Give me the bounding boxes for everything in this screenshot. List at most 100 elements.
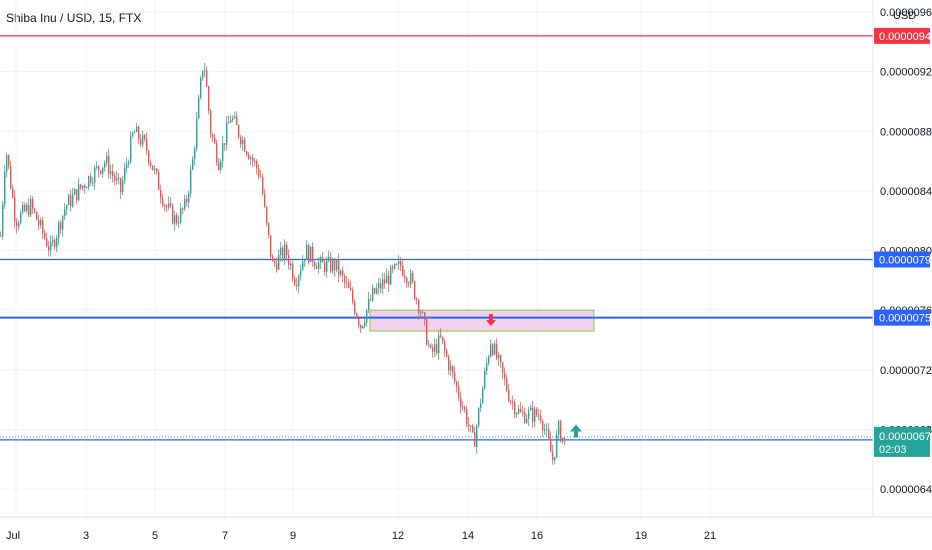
- candle-body: [134, 132, 136, 134]
- candle-body: [212, 134, 214, 138]
- candle-body: [392, 266, 394, 269]
- candle-body: [48, 246, 50, 251]
- candle-body: [288, 255, 290, 266]
- candle-body: [52, 240, 54, 243]
- candle-body: [486, 363, 488, 372]
- candle-body: [358, 317, 360, 326]
- candle-body: [196, 118, 198, 149]
- candle-body: [168, 203, 170, 208]
- candle-body: [526, 418, 528, 423]
- candle-body: [276, 263, 278, 270]
- candle-body: [216, 143, 218, 163]
- candle-body: [272, 256, 274, 262]
- candle-body: [548, 429, 550, 439]
- candle-body: [228, 122, 230, 124]
- time-axis[interactable]: Jul 3 5 7 9 12 14 16 19 21: [6, 530, 716, 542]
- candle-body: [38, 220, 40, 226]
- candle-body: [316, 266, 318, 269]
- candle-body: [28, 204, 30, 216]
- y-tick-label: 0.00000640: [880, 484, 932, 496]
- candle-body: [348, 282, 350, 288]
- candle-body: [122, 180, 124, 192]
- candle-body: [138, 126, 140, 140]
- candle-body: [318, 262, 320, 269]
- candle-body: [394, 263, 396, 269]
- candle-body: [488, 356, 490, 364]
- candle-body: [550, 438, 552, 452]
- candle-body: [490, 344, 492, 357]
- candle-body: [150, 162, 152, 166]
- candle-body: [6, 155, 8, 172]
- candle-body: [114, 175, 116, 181]
- candle-body: [152, 165, 154, 171]
- candle-body: [8, 155, 10, 166]
- candle-body: [116, 177, 118, 181]
- candle-body: [240, 136, 242, 145]
- candle-body: [20, 212, 22, 224]
- price-tags: 0.000009440.000007940.000007550.00000673…: [874, 27, 932, 457]
- candle-body: [374, 287, 376, 294]
- candle-body: [474, 432, 476, 447]
- candle-body: [220, 161, 222, 170]
- horizontal-lines[interactable]: [0, 35, 873, 441]
- last-price-bg: [874, 426, 930, 457]
- candle-body: [332, 260, 334, 272]
- candle-body: [214, 137, 216, 144]
- candle-body: [314, 262, 316, 267]
- candle-body: [338, 259, 340, 275]
- candle-body: [516, 413, 518, 415]
- chart-title: Shiba Inu / USD, 15, FTX: [6, 11, 142, 25]
- candle-body: [92, 182, 94, 184]
- candle-body: [82, 185, 84, 189]
- candle-body: [460, 397, 462, 407]
- candle-body: [46, 238, 48, 247]
- candle-body: [478, 407, 480, 426]
- candle-body: [22, 205, 24, 213]
- candle-body: [26, 204, 28, 211]
- candle-body: [176, 215, 178, 224]
- candle-body: [370, 299, 372, 301]
- candle-body: [514, 402, 516, 415]
- candle-body: [350, 287, 352, 291]
- candle-body: [326, 260, 328, 273]
- candle-body: [248, 154, 250, 160]
- arrow-up-icon: [570, 424, 582, 438]
- candle-body: [520, 408, 522, 412]
- candle-body: [268, 223, 270, 236]
- candle-body: [294, 278, 296, 285]
- candle-body: [442, 336, 444, 342]
- candle-body: [506, 378, 508, 391]
- candle-body: [72, 194, 74, 207]
- candle-body: [188, 193, 190, 203]
- currency-label[interactable]: USD: [893, 10, 917, 22]
- candle-body: [94, 167, 96, 183]
- candle-body: [440, 335, 442, 337]
- candle-body: [30, 198, 32, 216]
- candle-body: [388, 275, 390, 285]
- candle-body: [204, 70, 206, 72]
- candle-body: [222, 143, 224, 162]
- candle-body: [558, 421, 560, 435]
- zone-rect: [369, 309, 595, 332]
- candle-body: [258, 168, 260, 177]
- last-price-label: 0.00000675: [879, 431, 932, 443]
- candle-body: [472, 425, 474, 433]
- candle-body: [160, 189, 162, 198]
- candle-body: [186, 199, 188, 203]
- candle-body: [298, 275, 300, 287]
- candle-body: [340, 270, 342, 275]
- candle-body: [260, 176, 262, 178]
- candle-body: [102, 167, 104, 174]
- signal-markers[interactable]: [486, 314, 582, 438]
- price-tag-bg: [874, 309, 930, 326]
- candle-body: [148, 150, 150, 163]
- candle-body: [362, 325, 364, 328]
- candle-body: [306, 244, 308, 261]
- candle-body: [224, 143, 226, 145]
- candle-body: [476, 425, 478, 447]
- candle-body: [546, 429, 548, 431]
- support-resistance-zone[interactable]: [369, 309, 595, 332]
